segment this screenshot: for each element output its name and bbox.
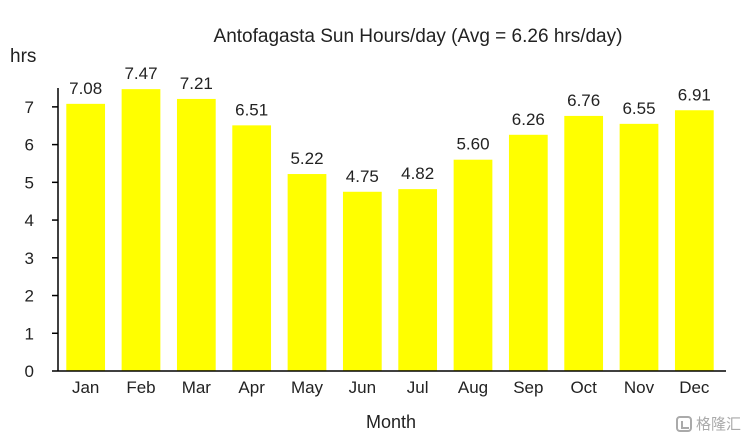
bar-feb	[121, 89, 161, 371]
bar-value-label: 6.26	[512, 110, 545, 129]
bar-dec	[674, 110, 714, 371]
bars-layer: 7.08 7.47 7.21 6.51 5.22 4.75 4.82 5.60 6.26 6.76…	[66, 64, 714, 372]
bar-jul	[398, 189, 438, 371]
bar-value-label: 7.21	[180, 74, 213, 93]
bar-value-label: 6.55	[622, 99, 655, 118]
bar-value-label: 6.76	[567, 91, 600, 110]
x-tick-label: Apr	[238, 378, 265, 397]
bar-may	[287, 174, 327, 371]
axes-layer: 0 1 2 3 4 5 6 7 Jan Feb Mar Apr May Jun Jul Aug Sep Oct No…	[25, 88, 726, 397]
y-tick-label: 0	[25, 362, 34, 381]
bar-jun	[342, 191, 382, 371]
y-tick-label: 2	[25, 287, 34, 306]
bar-value-label: 6.91	[678, 85, 711, 104]
x-tick-label: Jan	[72, 378, 99, 397]
bar-value-label: 4.82	[401, 164, 434, 183]
x-tick-label: Nov	[624, 378, 655, 397]
y-tick-label: 4	[25, 211, 34, 230]
bar-value-label: 7.08	[69, 79, 102, 98]
bar-value-label: 5.60	[456, 135, 489, 154]
bar-apr	[232, 125, 272, 371]
chart-title: Antofagasta Sun Hours/day (Avg = 6.26 hr…	[214, 26, 623, 47]
y-tick-label: 1	[25, 324, 34, 343]
bar-oct	[564, 115, 604, 371]
x-tick-label: Jun	[349, 378, 376, 397]
y-tick-label: 7	[25, 98, 34, 117]
bar-mar	[176, 98, 216, 372]
watermark-logo-icon	[675, 415, 692, 432]
x-tick-label: Mar	[182, 378, 212, 397]
x-tick-label: Oct	[570, 378, 597, 397]
x-axis-label: Month	[366, 412, 416, 432]
x-tick-label: Jul	[407, 378, 429, 397]
watermark-text: 格隆汇	[695, 416, 741, 433]
bar-sep	[508, 134, 548, 371]
bar-nov	[619, 123, 659, 371]
bar-value-label: 7.47	[124, 64, 157, 83]
x-tick-label: May	[291, 378, 324, 397]
bar-value-label: 6.51	[235, 100, 268, 119]
bar-value-label: 5.22	[290, 149, 323, 168]
x-tick-label: Dec	[679, 378, 710, 397]
bar-aug	[453, 159, 493, 371]
y-tick-label: 5	[25, 173, 34, 192]
bar-value-label: 4.75	[346, 167, 379, 186]
x-tick-label: Aug	[458, 378, 488, 397]
x-tick-label: Sep	[513, 378, 543, 397]
bar-jan	[66, 103, 106, 372]
y-tick-label: 3	[25, 249, 34, 268]
x-tick-label: Feb	[126, 378, 155, 397]
watermark: 格隆汇	[675, 413, 741, 434]
y-tick-label: 6	[25, 136, 34, 155]
y-axis-label: hrs	[10, 46, 36, 67]
